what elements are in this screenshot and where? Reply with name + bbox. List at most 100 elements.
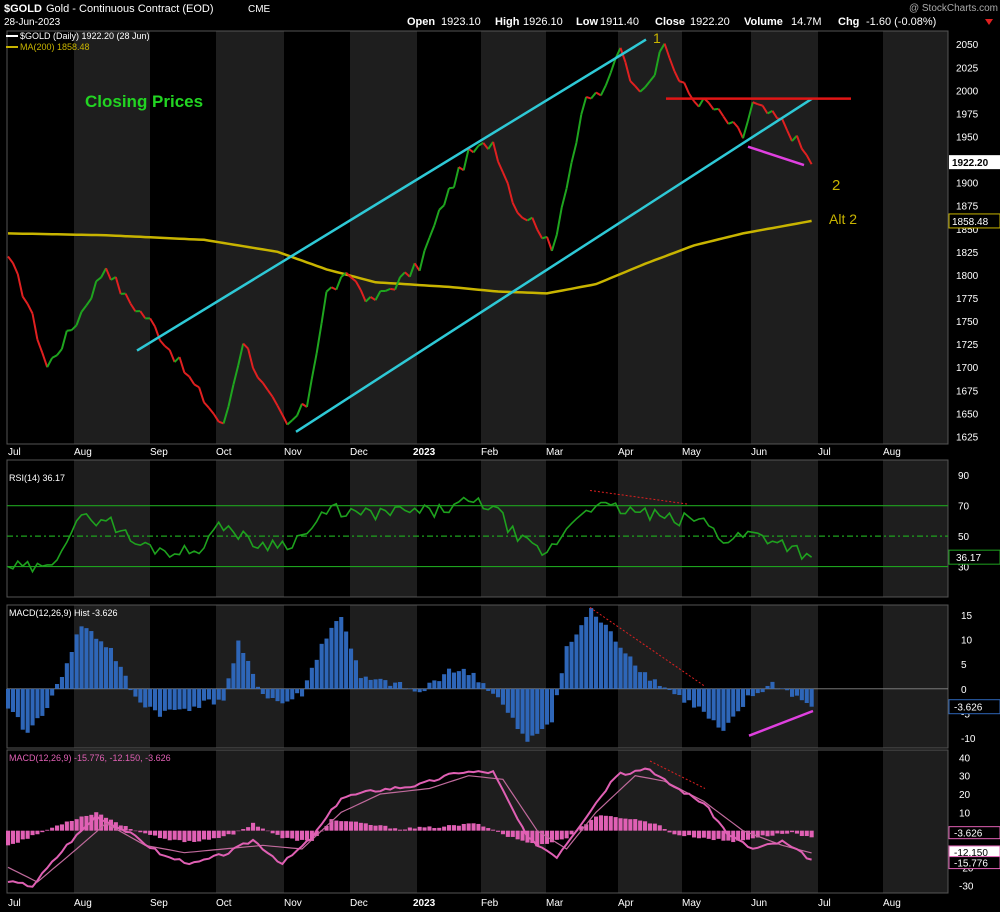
- hist-bar: [608, 631, 613, 689]
- closing-prices-annotation: Closing Prices: [85, 92, 203, 111]
- macd-tick-label: 20: [959, 790, 971, 801]
- hist-bar: [456, 671, 461, 689]
- macd-hist-bar: [143, 830, 148, 834]
- hist-bar: [667, 688, 672, 691]
- open-label: Open: [407, 16, 435, 28]
- hist-bar: [69, 652, 74, 689]
- hist-bar: [309, 667, 314, 689]
- price-segment: [679, 80, 685, 84]
- hist-bar: [226, 678, 231, 689]
- x-axis-label: Jul: [8, 447, 21, 458]
- hist-bar: [540, 688, 545, 730]
- month-band: [481, 605, 546, 748]
- price-divergence-line: [747, 145, 805, 167]
- price-segment: [649, 74, 656, 82]
- macd-hist-bar: [216, 830, 221, 838]
- price-segment: [252, 367, 259, 379]
- price-segment: [801, 148, 808, 156]
- x-axis-label: Jul: [818, 447, 831, 458]
- month-band: [216, 460, 284, 597]
- hist-bar: [780, 688, 785, 689]
- price-segment: [522, 217, 528, 222]
- hist-bar: [682, 688, 687, 703]
- price-segment: [472, 145, 480, 153]
- symbol: $GOLD: [4, 3, 42, 15]
- macd-hist-bar: [64, 821, 69, 831]
- macd-hist-bar: [157, 830, 162, 839]
- price-segment: [511, 202, 519, 214]
- hist-bar: [133, 688, 138, 697]
- price-segment: [355, 280, 362, 291]
- macd-hist-bar: [554, 830, 559, 840]
- price-segment: [546, 236, 553, 252]
- macd-hist-bar: [442, 826, 447, 831]
- price-segment: [227, 384, 235, 407]
- macd-hist-bar: [69, 820, 74, 831]
- price-segment: [340, 271, 347, 278]
- hist-bar: [202, 688, 207, 701]
- price-segment: [653, 51, 661, 76]
- hist-bar: [148, 688, 153, 707]
- hist-bar: [672, 688, 677, 695]
- x-axis-label: 2023: [413, 447, 436, 458]
- hist-bar: [525, 688, 530, 742]
- macd-hist-bar: [564, 830, 569, 839]
- hist-bar: [437, 681, 442, 689]
- hist-bar: [197, 688, 202, 708]
- price-segment: [634, 85, 641, 93]
- x-axis-label: Aug: [883, 447, 901, 458]
- macd-hist-bar: [172, 830, 177, 840]
- hist-bar: [716, 688, 721, 728]
- hist-bar: [790, 688, 795, 697]
- hist-bar: [99, 641, 104, 689]
- hist-bar: [662, 687, 667, 689]
- macd-hist-bar: [265, 830, 270, 832]
- macd-hist-bar: [794, 830, 799, 834]
- macd-tag: [948, 826, 1000, 840]
- price-segment: [462, 148, 470, 171]
- hist-bar: [280, 688, 285, 704]
- hist-bar: [64, 663, 69, 689]
- price-tick-label: 2025: [956, 63, 979, 74]
- price-segment: [296, 403, 303, 416]
- macd-hist-bar: [74, 819, 79, 831]
- price-segment: [781, 118, 789, 131]
- macd-hist-bar: [466, 823, 471, 831]
- x-axis-label: Jun: [751, 898, 767, 909]
- hist-bar: [241, 652, 246, 689]
- macd-hist-bar: [20, 830, 25, 840]
- macd-hist-bar: [241, 829, 246, 831]
- price-segment: [46, 357, 53, 368]
- price-segment: [795, 135, 803, 150]
- macd-hist-bar: [515, 830, 520, 840]
- price-segment: [188, 376, 196, 385]
- hist-bar: [750, 688, 755, 697]
- macd-hist-bar: [770, 830, 775, 836]
- macd-hist-bar: [59, 824, 64, 831]
- macd-hist-bar: [535, 830, 540, 847]
- price-segment: [286, 419, 293, 426]
- macd-hist-bar: [476, 823, 481, 831]
- hist-bar: [50, 688, 55, 696]
- volume-value: 14.7M: [791, 16, 822, 28]
- macd-hist-bar: [451, 825, 456, 831]
- rsi-legend-text: RSI(14) 36.17: [9, 473, 65, 483]
- hist-bar: [476, 682, 481, 689]
- price-segment: [198, 387, 205, 403]
- hist-bar: [422, 688, 427, 692]
- hist-bar: [393, 682, 398, 689]
- macd-hist-bar: [790, 830, 795, 833]
- hist-bar: [157, 688, 162, 717]
- price-segment: [276, 405, 284, 416]
- macd-hist-bar: [598, 815, 603, 831]
- chart-date: 28-Jun-2023: [4, 17, 61, 28]
- last-price-tag: [949, 155, 1000, 170]
- rsi-tick-label: 50: [958, 532, 970, 543]
- hist-bar: [143, 688, 148, 708]
- macd-hist-bar: [461, 823, 466, 831]
- hist-bar: [701, 688, 706, 712]
- hist-bar: [574, 634, 579, 689]
- macd-hist-bar: [809, 830, 814, 838]
- macd-hist-bar: [437, 827, 442, 831]
- price-segment: [791, 134, 798, 142]
